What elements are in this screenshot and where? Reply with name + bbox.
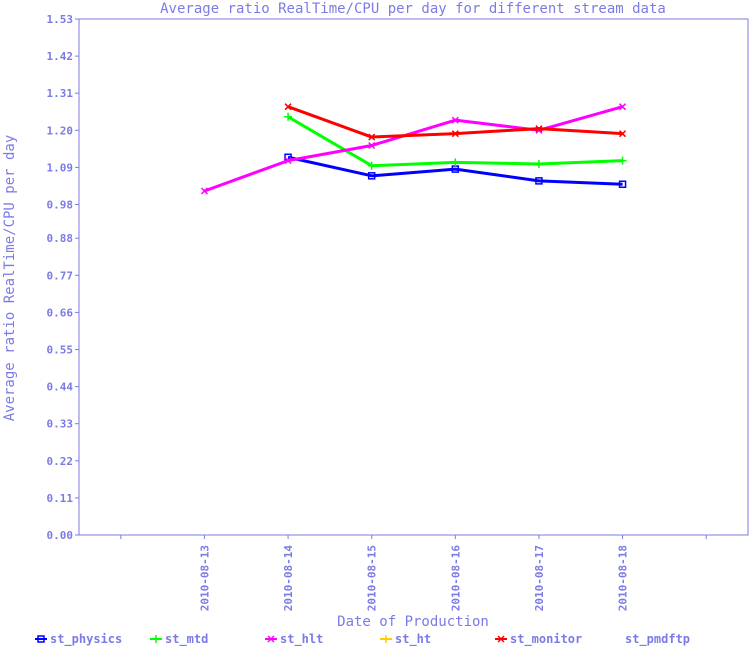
y-axis-title: Average ratio RealTime/CPU per day [2,135,18,422]
data-point-st_monitor [619,130,627,138]
data-point-st_hlt [619,103,627,111]
data-point-st_mtd [534,160,543,169]
x-tick-label: 2010-08-13 [198,545,211,611]
series-st_physics [284,153,627,189]
data-point-st_mtd [618,156,627,165]
data-point-st_physics [367,172,376,180]
legend-marker-st_monitor [497,635,505,643]
data-point-st_hlt [284,157,292,165]
legend-item-st_ht: st_ht [380,632,431,647]
legend-label-st_hlt: st_hlt [280,632,323,647]
legend-label-st_mtd: st_mtd [165,632,208,647]
x-tick-label: 2010-08-16 [449,545,462,612]
y-tick-label: 0.44 [47,381,74,394]
data-point-st_monitor [284,103,292,111]
legend-label-st_ht: st_ht [395,632,431,647]
data-point-st_monitor [368,133,376,141]
legend-item-st_physics: st_physics [35,632,122,647]
legend-item-st_mtd: st_mtd [150,632,208,647]
data-point-st_hlt [451,116,459,124]
legend-label-st_pmdftp: st_pmdftp [625,632,690,647]
data-point-st_physics [618,180,627,189]
plot-area: 0.00 0.11 0.22 0.33 0.44 0.55 0.66 0.77 0.88 0.98… [47,13,749,611]
data-point-st_mtd [367,161,376,170]
y-tick-label: 0.88 [47,232,74,245]
plot-frame [78,18,749,536]
y-tick-label: 1.20 [47,124,74,137]
data-point-st_hlt [368,141,376,150]
legend-label-st_physics: st_physics [50,632,122,647]
data-point-st_monitor [535,125,543,133]
data-point-st_hlt [200,187,208,195]
legend-item-st_hlt: st_hlt [265,632,323,647]
data-point-st_mtd [451,158,460,167]
y-tick-label: 0.33 [47,418,74,431]
legend-label-st_monitor: st_monitor [510,632,582,647]
x-tick-label: 2010-08-17 [533,545,546,611]
y-tick-label: 0.11 [47,492,74,505]
y-tick-label: 1.53 [47,13,74,26]
y-tick-label: 1.42 [47,50,74,63]
legend: st_physics st_mtd st_hlt st_ht st_monitor st_… [35,632,690,647]
legend-item-st_monitor: st_monitor [495,632,582,647]
y-tick-label: 0.55 [47,344,74,357]
legend-marker-st_ht [382,635,390,643]
data-point-st_physics [535,177,543,185]
data-point-st_monitor [451,130,459,138]
y-tick-label: 0.00 [47,529,74,542]
series-st_hlt [200,103,627,195]
x-tick-label: 2010-08-18 [617,545,630,611]
series-st_monitor [284,103,627,141]
y-tick-label: 0.98 [47,198,74,211]
x-tick-label: 2010-08-15 [366,545,379,611]
legend-marker-st_physics [37,635,45,643]
y-tick-label: 0.77 [47,269,74,282]
x-axis-title: Date of Production [337,614,489,630]
series-line-st_physics [287,155,623,186]
legend-marker-st_hlt [267,635,275,643]
y-tick-label: 0.66 [47,306,74,319]
legend-marker-st_mtd [152,635,160,643]
data-point-st_mtd [284,112,293,121]
y-tick-label: 1.31 [47,87,74,100]
legend-item-st_pmdftp: st_pmdftp [625,632,690,647]
x-tick-label: 2010-08-14 [282,545,295,612]
y-tick-label: 0.22 [47,455,74,468]
chart-title: Average ratio RealTime/CPU per day for d… [160,1,666,17]
y-tick-label: 1.09 [47,161,74,174]
series-line-st_hlt [203,105,623,193]
